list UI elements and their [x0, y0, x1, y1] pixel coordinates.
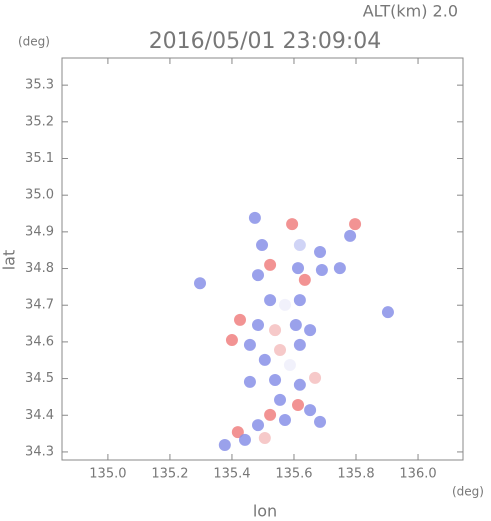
y-tick-label: 34.3 [25, 444, 54, 459]
x-tick-label: 136.0 [399, 467, 436, 482]
x-axis-label: lon [253, 502, 277, 521]
echo-cell [264, 408, 277, 421]
echo-cell [234, 313, 247, 326]
echo-cell [218, 438, 231, 451]
y-tick-label: 34.4 [25, 408, 54, 423]
chart-subtitle: ALT(km) 2.0 [363, 2, 458, 21]
x-tick-label: 135.0 [89, 467, 126, 482]
echo-cell [248, 211, 261, 224]
echo-cell [293, 239, 306, 252]
echo-cell [269, 324, 282, 337]
echo-cell [349, 218, 362, 231]
echo-cell [298, 273, 311, 286]
plot-frame [61, 57, 464, 461]
echo-cell [293, 338, 306, 351]
echo-cell [292, 398, 305, 411]
chart-title: 2016/05/01 23:09:04 [149, 29, 382, 54]
echo-cell [252, 419, 265, 432]
y-tick-label: 35.1 [25, 151, 54, 166]
x-tick-label: 135.8 [337, 467, 374, 482]
echo-cell [269, 374, 282, 387]
y-tick-label: 35.0 [25, 188, 54, 203]
echo-cell [286, 218, 299, 231]
y-tick-label: 34.6 [25, 334, 54, 349]
echo-cell [252, 319, 265, 332]
echo-cell [289, 319, 302, 332]
echo-cell [256, 239, 269, 252]
y-tick-label: 34.8 [25, 261, 54, 276]
y-tick-label: 35.3 [25, 78, 54, 93]
echo-cell [293, 294, 306, 307]
y-tick-label: 35.2 [25, 114, 54, 129]
x-tick-label: 135.6 [275, 467, 312, 482]
echo-cell [252, 269, 265, 282]
echo-cell [243, 375, 256, 388]
y-tick-label: 34.5 [25, 371, 54, 386]
x-tick-label: 135.2 [151, 467, 188, 482]
echo-cell [309, 371, 322, 384]
echo-cell [238, 433, 251, 446]
echo-cell [315, 264, 328, 277]
echo-cell [344, 229, 357, 242]
echo-cell [304, 324, 317, 337]
echo-cell [381, 306, 394, 319]
echo-cell [314, 415, 327, 428]
echo-cell [314, 246, 327, 259]
echo-cell [258, 431, 271, 444]
echo-cell [258, 353, 271, 366]
x-tick-label: 135.4 [213, 467, 250, 482]
echo-cell [293, 378, 306, 391]
echo-cell [274, 343, 287, 356]
echo-cell [194, 277, 207, 290]
echo-cell [278, 298, 291, 311]
y-tick-label: 34.7 [25, 298, 54, 313]
echo-cell [264, 258, 277, 271]
echo-cell [333, 262, 346, 275]
y-unit: (deg) [18, 35, 50, 49]
y-axis-label: lat [0, 250, 19, 271]
x-unit: (deg) [452, 485, 484, 499]
echo-cell [225, 334, 238, 347]
echo-cell [304, 404, 317, 417]
echo-cell [274, 393, 287, 406]
echo-cell [292, 262, 305, 275]
echo-cell [264, 294, 277, 307]
echo-cell [243, 338, 256, 351]
echo-cell [231, 426, 244, 439]
echo-cell [278, 414, 291, 427]
echo-cell [283, 359, 296, 372]
y-tick-label: 34.9 [25, 224, 54, 239]
